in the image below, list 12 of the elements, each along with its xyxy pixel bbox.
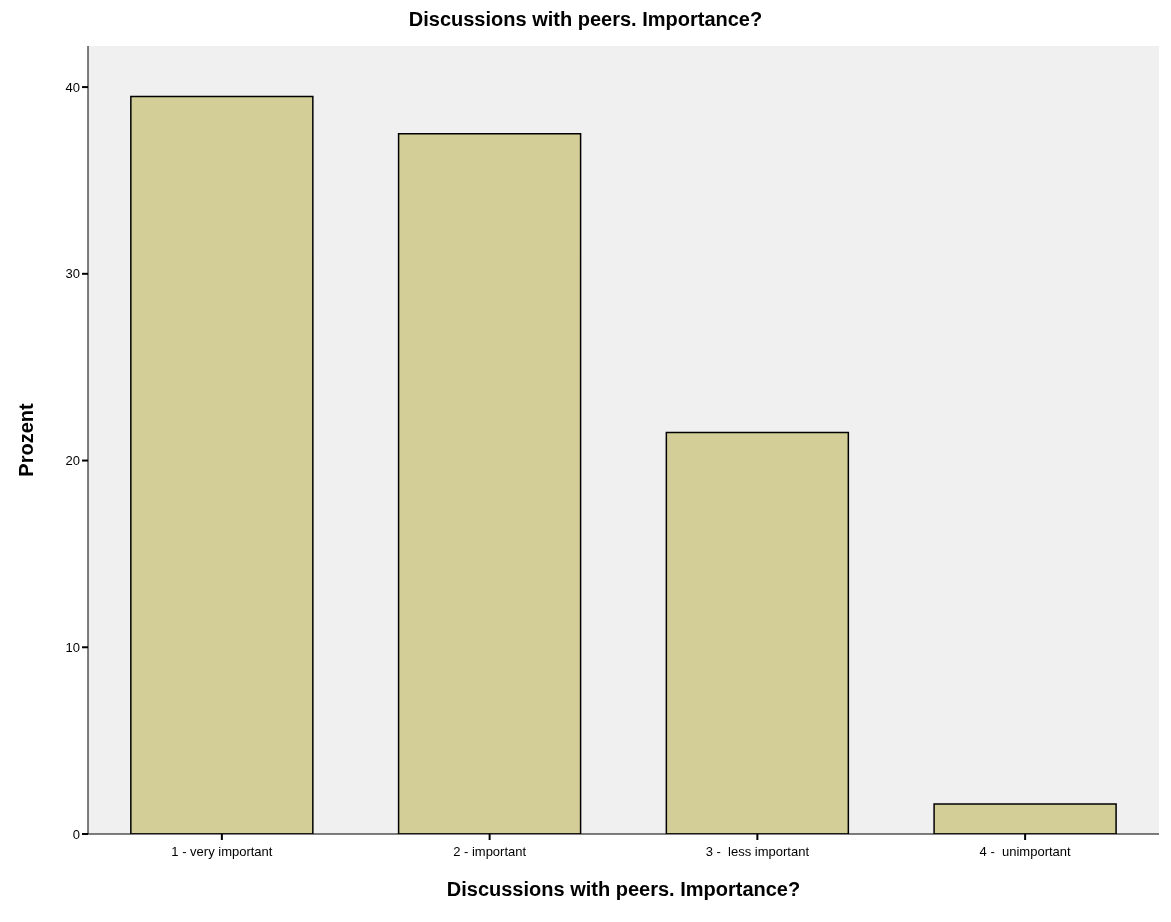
- y-axis-title: Prozent: [15, 402, 38, 477]
- x-axis-title: Discussions with peers. Importance?: [446, 878, 801, 900]
- x-tick-label: 1 - very important: [171, 844, 273, 859]
- x-tick-label: 2 - important: [453, 844, 527, 859]
- y-tick-label: 10: [65, 639, 80, 655]
- y-tick-label: 30: [65, 266, 80, 282]
- y-tick-label: 40: [65, 79, 80, 95]
- y-tick-label: 20: [65, 453, 80, 469]
- y-tick-label: 0: [72, 826, 80, 842]
- x-tick-label: 3 - less important: [705, 844, 810, 859]
- x-tick-label: 4 - unimportant: [979, 844, 1072, 859]
- chart-title: Discussions with peers. Importance?: [407, 8, 764, 32]
